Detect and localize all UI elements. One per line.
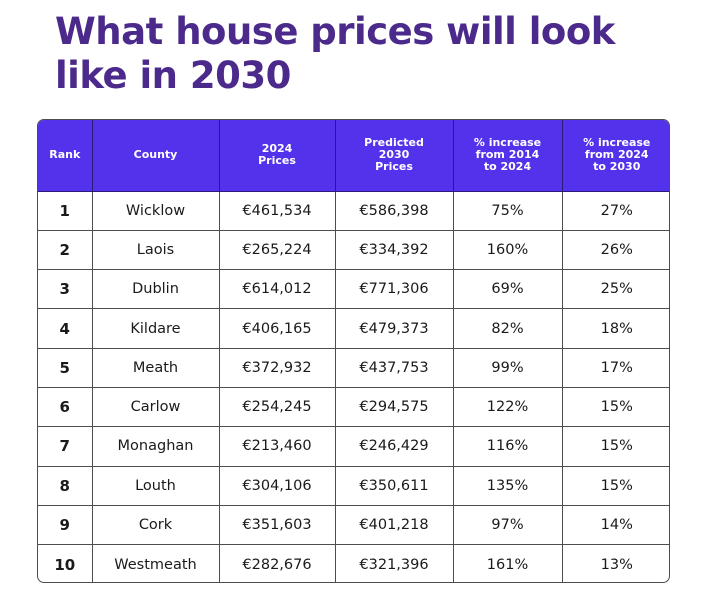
increase-2024-2030-cell: 14%: [562, 505, 669, 546]
county-cell: Louth: [92, 466, 220, 506]
price-2030-cell: €246,429: [335, 426, 454, 467]
column-header-line: 2024: [261, 142, 293, 156]
county-cell: Cork: [92, 505, 220, 546]
table-body: 1 Wicklow €461,534 €586,398 75% 27% 2 Laois €265…: [38, 191, 669, 582]
price-2024-cell: €265,224: [219, 230, 336, 271]
table-row: 5 Meath €372,932 €437,753 99% 17%: [38, 348, 669, 388]
rank-cell: 4: [38, 308, 93, 349]
column-header-line: % increase: [583, 136, 651, 150]
table-row: 7 Monaghan €213,460 €246,429 116% 15%: [38, 426, 669, 467]
increase-2014-2024-cell: 116%: [453, 426, 563, 467]
price-2024-cell: €614,012: [219, 269, 336, 310]
rank-cell: 7: [38, 426, 93, 467]
increase-2024-2030-cell: 15%: [562, 387, 669, 428]
table-row: 10 Westmeath €282,676 €321,396 161% 13%: [38, 544, 669, 582]
table-row: 8 Louth €304,106 €350,611 135% 15%: [38, 466, 669, 506]
county-cell: Carlow: [92, 387, 220, 428]
title-line-1: What house prices will look: [55, 10, 615, 53]
column-header-line: Prices: [258, 154, 296, 168]
increase-2024-2030-cell: 27%: [562, 191, 669, 231]
increase-2014-2024-cell: 82%: [453, 308, 563, 349]
price-2030-cell: €401,218: [335, 505, 454, 546]
increase-2024-2030-cell: 15%: [562, 466, 669, 506]
increase-2014-2024-cell: 97%: [453, 505, 563, 546]
county-cell: Monaghan: [92, 426, 220, 467]
house-price-table: Rank County 2024 Prices Predicted 2030 Prices%…: [38, 120, 669, 582]
increase-2024-2030-cell: 13%: [600, 556, 633, 573]
price-2024-cell: €461,534: [219, 191, 336, 231]
column-header-line: County: [133, 148, 178, 162]
county-cell: Kildare: [92, 308, 220, 349]
table-row: 4 Kildare €406,165 €479,373 82% 18%: [38, 308, 669, 349]
table-row: 3 Dublin €614,012 €771,306 69% 25%: [38, 269, 669, 310]
price-2024-cell: €282,676: [219, 544, 336, 582]
column-header-line: from 2024: [584, 148, 649, 162]
column-header-line: % increase: [473, 136, 542, 150]
price-2024-cell: €406,165: [219, 308, 336, 349]
price-2030-cell: €350,611: [335, 466, 454, 506]
county-cell: Westmeath: [92, 544, 220, 582]
price-2024-cell: €372,932: [219, 348, 336, 388]
county-cell: Dublin: [92, 269, 220, 310]
increase-2024-2030-cell: 25%: [562, 269, 669, 310]
table-row: 6 Carlow €254,245 €294,575 122% 15%: [38, 387, 669, 428]
increase-2024-2030-cell: 18%: [562, 308, 669, 349]
column-header-price-2030: Predicted 2030 Prices: [335, 120, 454, 192]
county-cell: Wicklow: [92, 191, 220, 231]
increase-2014-2024-cell: 122%: [453, 387, 563, 428]
price-2024-cell: €351,603: [219, 505, 336, 546]
column-header-county: County: [92, 120, 220, 192]
rank-cell: 6: [38, 387, 93, 428]
page-title: What house prices will look like in 2030: [55, 10, 675, 98]
column-header-line: 2030: [378, 148, 410, 162]
table-row: 2 Laois €265,224 €334,392 160% 26%: [38, 230, 669, 271]
column-header-rank: Rank: [38, 120, 93, 192]
county-cell: Meath: [92, 348, 220, 388]
increase-2014-2024-cell: 69%: [453, 269, 563, 310]
price-2030-cell: €294,575: [335, 387, 454, 428]
increase-2014-2024-cell: 160%: [453, 230, 563, 271]
price-2030-cell: €437,753: [335, 348, 454, 388]
increase-2014-2024-cell: 135%: [453, 466, 563, 506]
rank-cell: 5: [38, 348, 93, 388]
price-2024-cell: €213,460: [219, 426, 336, 467]
rank-cell: 9: [38, 505, 93, 546]
increase-2024-2030-cell: 17%: [562, 348, 669, 388]
county-cell: Laois: [92, 230, 220, 271]
price-2030-cell: €771,306: [335, 269, 454, 310]
increase-2014-2024-cell: 99%: [453, 348, 563, 388]
rank-cell: 1: [38, 191, 93, 231]
column-header-increase-2014-2024: % increase from 2014 to 2024: [453, 120, 563, 192]
table-row: 9 Cork €351,603 €401,218 97% 14%: [38, 505, 669, 546]
table-row: 1 Wicklow €461,534 €586,398 75% 27%: [38, 191, 669, 231]
price-2030-cell: €334,392: [335, 230, 454, 271]
column-header-line: to 2030: [593, 160, 641, 174]
price-2030-cell: €479,373: [335, 308, 454, 349]
increase-2024-2030-cell: 26%: [562, 230, 669, 271]
header-row: Rank County 2024 Prices Predicted 2030 Prices%…: [38, 120, 669, 192]
increase-2024-2030-cell: 15%: [562, 426, 669, 467]
column-header-line: to 2024: [483, 160, 532, 174]
increase-2014-2024-cell: 161%: [453, 544, 563, 582]
rank-cell: 3: [38, 269, 93, 310]
increase-2014-2024-cell: 75%: [453, 191, 563, 231]
column-header-increase-2024-2030: % increase from 2024 to 2030: [562, 120, 669, 192]
column-header-price-2024: 2024 Prices: [219, 120, 336, 192]
rank-cell: 10: [38, 544, 93, 582]
column-header-line: Predicted: [364, 136, 424, 150]
table-header: Rank County 2024 Prices Predicted 2030 Prices%…: [38, 120, 669, 192]
price-2030-cell: €586,398: [335, 191, 454, 231]
price-2024-cell: €304,106: [219, 466, 336, 506]
price-2030-cell: €321,396: [335, 544, 454, 582]
house-price-table-container: Rank County 2024 Prices Predicted 2030 Prices%…: [37, 119, 670, 583]
rank-cell: 8: [38, 466, 93, 506]
column-header-line: Rank: [49, 148, 81, 162]
rank-cell: 2: [38, 230, 93, 271]
column-header-line: Prices: [375, 160, 413, 174]
title-line-2: like in 2030: [55, 54, 291, 97]
price-2024-cell: €254,245: [219, 387, 336, 428]
column-header-line: from 2014: [475, 148, 540, 162]
